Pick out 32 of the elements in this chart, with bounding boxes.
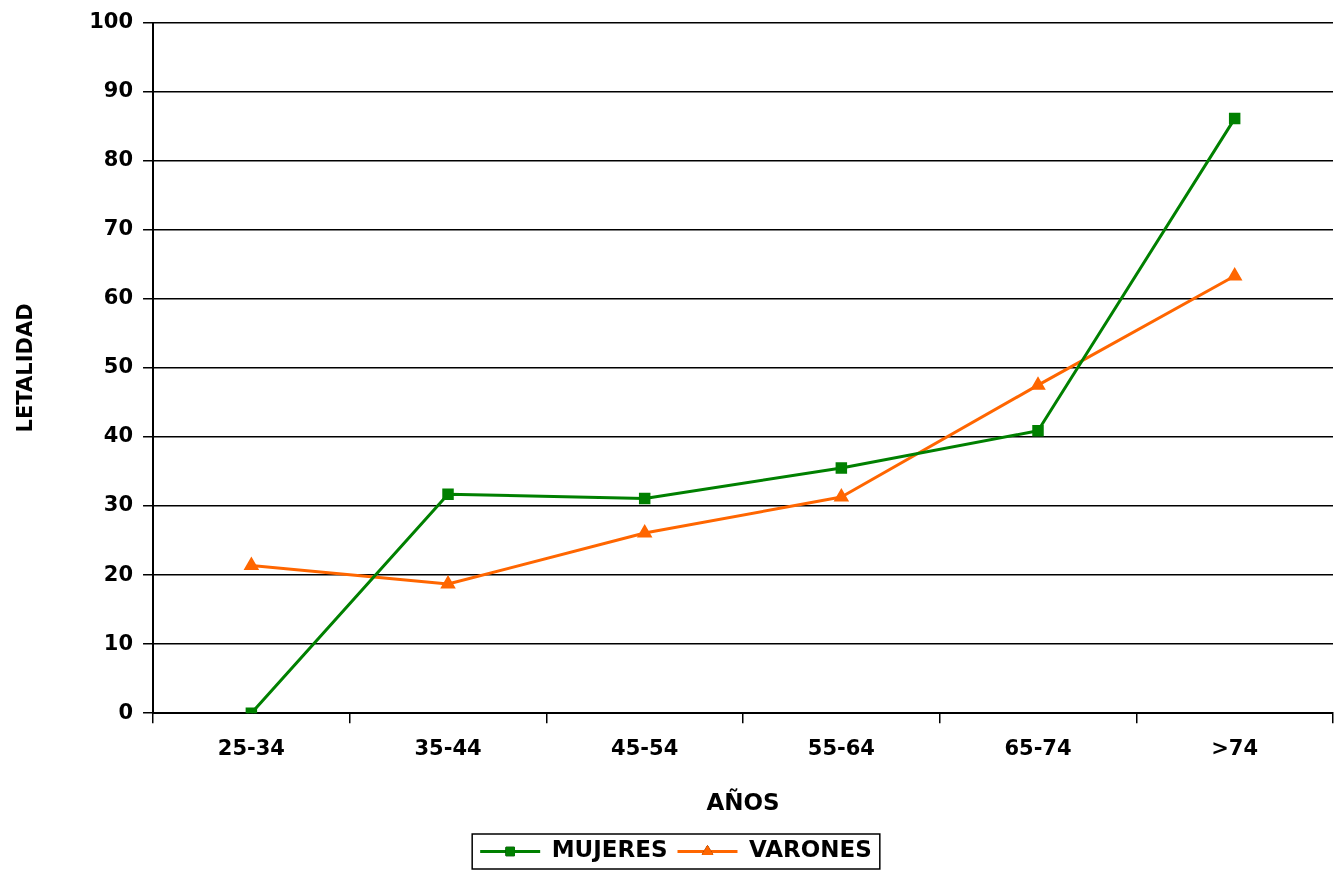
y-axis-title: LETALIDAD <box>13 303 38 433</box>
point <box>441 576 455 589</box>
x-tick-label: 55-64 <box>807 736 875 761</box>
point <box>835 462 848 474</box>
point <box>1228 112 1241 125</box>
point <box>244 557 259 570</box>
y-tick-label: 0 <box>118 699 134 724</box>
y-tick-label: 60 <box>103 285 134 310</box>
y-tick-label: 90 <box>103 78 134 103</box>
y-tick-label: 50 <box>103 354 134 379</box>
point <box>834 489 849 502</box>
x-tick-label: >74 <box>1211 736 1259 761</box>
x-tick-label: 45-54 <box>611 736 679 761</box>
x-tick-label: 25-34 <box>217 736 285 761</box>
point <box>1227 268 1242 281</box>
point <box>1031 377 1045 390</box>
point <box>638 492 651 505</box>
x-tick-label: 35-44 <box>414 736 482 761</box>
legend-label: MUJERES <box>551 836 668 863</box>
x-axis-title: AÑOS <box>706 788 780 816</box>
x-tick-label: 65-74 <box>1004 736 1072 761</box>
legend-label: VARONES <box>749 836 872 863</box>
y-tick-label: 80 <box>103 147 134 172</box>
y-tick-label: 40 <box>103 423 134 448</box>
y-tick-label: 30 <box>103 492 134 517</box>
y-tick-label: 20 <box>103 561 134 586</box>
y-tick-label: 100 <box>89 9 134 34</box>
y-tick-label: 70 <box>103 216 134 241</box>
point <box>442 488 454 501</box>
point <box>637 525 652 538</box>
point <box>1032 425 1044 437</box>
y-tick-label: 10 <box>103 630 134 655</box>
